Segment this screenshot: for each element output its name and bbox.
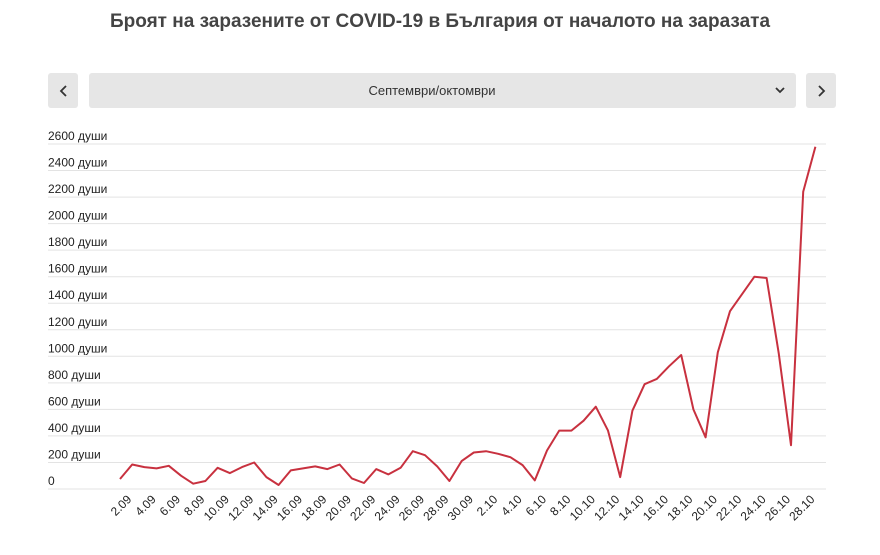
x-tick-label: 30.09 [445,492,476,523]
x-tick-label: 26.09 [396,492,427,523]
prev-button-bg [48,73,78,108]
y-tick-label: 1000 души [48,341,107,355]
x-tick-label: 16.10 [640,492,671,523]
x-tick-label: 12.09 [225,492,256,523]
y-tick-label: 2400 души [48,156,107,170]
y-tick-label: 200 души [48,447,101,461]
x-tick-label: 10.09 [201,492,232,523]
x-tick-label: 26.10 [762,492,793,523]
x-tick-label: 6.10 [523,492,550,519]
x-tick-label: 28.09 [420,492,451,523]
x-tick-label: 24.09 [372,492,403,523]
x-tick-label: 22.09 [347,492,378,523]
x-tick-label: 14.09 [250,492,281,523]
prev-icon [59,85,67,97]
x-tick-label: 10.10 [567,492,598,523]
y-tick-label: 2200 души [48,182,107,196]
y-tick-label: 800 души [48,368,101,382]
x-tick-label: 20.10 [689,492,720,523]
y-tick-label: 600 души [48,394,101,408]
x-tick-label: 2.10 [474,492,501,519]
x-tick-label: 24.10 [738,492,769,523]
y-tick-label: 1600 души [48,262,107,276]
x-tick-label: 4.09 [132,492,159,519]
y-tick-label: 1200 души [48,315,107,329]
x-tick-label: 2.09 [108,492,135,519]
y-tick-label: 0 [48,474,55,488]
period-select-bg [89,73,796,108]
y-tick-label: 1800 души [48,235,107,249]
x-tick-label: 28.10 [786,492,817,523]
prev-button[interactable] [48,73,78,108]
period-select[interactable]: Септември/октомври [89,73,796,108]
x-tick-label: 18.10 [664,492,695,523]
next-icon [818,85,826,97]
y-tick-label: 2600 души [48,129,107,143]
select-chevron [775,87,785,94]
x-tick-label: 6.09 [157,492,184,519]
x-tick-label: 20.09 [323,492,354,523]
x-tick-label: 4.10 [498,492,525,519]
y-tick-label: 2000 души [48,209,107,223]
x-tick-label: 14.10 [616,492,647,523]
x-tick-label: 12.10 [591,492,622,523]
x-tick-label: 16.09 [274,492,305,523]
data-line [119,146,817,486]
period-label: Септември/октомври [368,83,495,98]
next-button-bg [806,73,836,108]
next-button[interactable] [806,73,836,108]
y-tick-label: 400 души [48,421,101,435]
x-tick-label: 22.10 [713,492,744,523]
x-tick-label: 18.09 [298,492,329,523]
page-title: Броят на заразените от COVID-19 в Българ… [110,11,770,32]
y-tick-label: 1400 души [48,288,107,302]
